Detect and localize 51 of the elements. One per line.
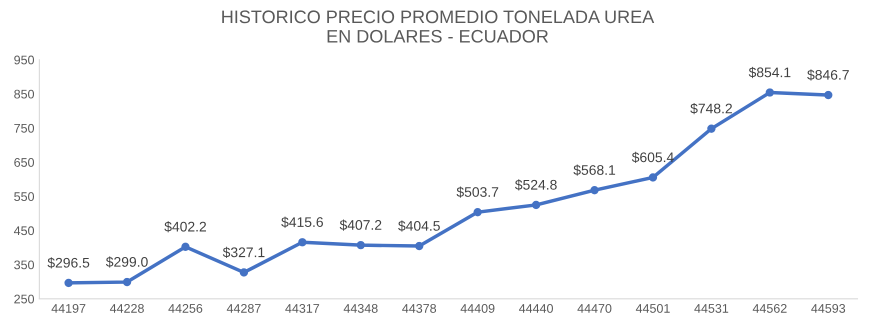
point <box>181 242 190 251</box>
x-tick-label: 44593 <box>811 304 846 313</box>
x-tick-label: 44440 <box>519 304 553 313</box>
chart-title: HISTORICO PRECIO PROMEDIO TONELADA UREA EN DOLARES - ECUADOR <box>222 10 654 43</box>
point <box>648 173 658 182</box>
point <box>473 208 482 216</box>
point <box>590 186 599 194</box>
data-label: $402.2 <box>164 221 206 232</box>
x-tick-label: 44256 <box>168 304 202 313</box>
x-tick-label: 44562 <box>752 304 787 313</box>
x-tick-label: 44378 <box>402 304 436 313</box>
data-label: $407.2 <box>340 219 382 231</box>
x-tick-label: 44348 <box>344 304 378 313</box>
y-tick-label: 750 <box>14 124 34 133</box>
data-label: $296.5 <box>48 257 90 269</box>
data-label: $846.7 <box>807 69 849 81</box>
y-tick-label: 350 <box>14 260 34 270</box>
point <box>122 278 132 286</box>
x-tick-label: 44501 <box>636 304 670 313</box>
y-tick-label: 250 <box>14 294 34 304</box>
data-label: $568.1 <box>573 164 616 176</box>
data-label: $524.8 <box>515 179 557 191</box>
point <box>240 268 248 277</box>
y-tick-label: 950 <box>14 56 34 64</box>
y-tick-label: 650 <box>14 158 34 167</box>
point <box>766 88 774 97</box>
x-tick-label: 44531 <box>694 304 728 313</box>
x-tick-label: 44197 <box>52 304 86 313</box>
data-label: $415.6 <box>281 216 323 228</box>
point <box>532 200 540 210</box>
point <box>707 124 716 133</box>
point <box>824 90 832 100</box>
x-tick-label: 44409 <box>460 304 494 313</box>
x-tick-label: 44317 <box>285 304 320 313</box>
x-tick-label: 44228 <box>110 304 144 313</box>
y-tick-label: 550 <box>14 192 34 202</box>
point <box>415 242 424 250</box>
data-label: $503.7 <box>456 186 498 198</box>
data-label: $299.0 <box>106 256 148 268</box>
data-label: $327.1 <box>222 246 264 258</box>
y-tick-label: 850 <box>14 90 34 99</box>
data-label: $605.4 <box>632 152 674 164</box>
x-tick-label: 44287 <box>226 304 261 313</box>
point <box>298 238 307 246</box>
x-tick-label: 44470 <box>577 304 612 313</box>
data-label: $404.5 <box>398 220 440 232</box>
point <box>356 240 365 250</box>
data-label: $854.1 <box>748 66 790 78</box>
y-tick-label: 450 <box>14 226 34 236</box>
data-label: $748.2 <box>690 103 732 114</box>
point <box>64 278 73 288</box>
